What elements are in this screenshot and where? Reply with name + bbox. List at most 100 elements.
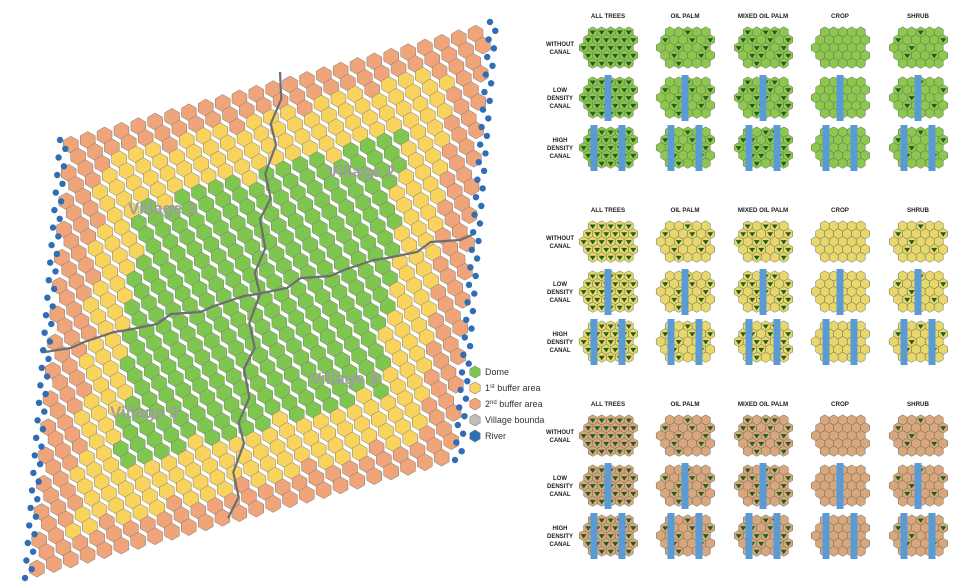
panel-hex (837, 351, 848, 363)
scenario-panel (578, 319, 638, 365)
scenario-panel (888, 220, 948, 263)
tree-icon (758, 153, 765, 159)
river-dot (487, 80, 495, 87)
river-dot (460, 351, 467, 359)
tree-icon (585, 38, 592, 43)
tree-icon (625, 290, 632, 295)
panel-hex (769, 107, 780, 119)
panel-hex (664, 251, 675, 263)
tree-icon (607, 340, 614, 345)
panel-hex (828, 251, 839, 263)
tree-icon (776, 441, 783, 447)
tree-icon (762, 434, 769, 439)
river-dot (48, 241, 55, 249)
river-dot (49, 224, 57, 231)
tree-icon (753, 340, 760, 345)
panel-hex (933, 445, 944, 457)
tree-icon (785, 426, 792, 431)
tree-icon (630, 332, 637, 337)
column-header: MIXED OIL PALM (738, 207, 788, 214)
tree-icon (762, 418, 769, 423)
scenario-panel (888, 125, 948, 171)
canal (773, 319, 781, 365)
buffer2-hex (147, 527, 163, 546)
tree-icon (767, 88, 774, 93)
tree-icon (598, 130, 605, 135)
tree-icon (940, 38, 947, 43)
river-dot (458, 448, 465, 455)
tree-icon (707, 232, 714, 237)
tree-icon (630, 38, 637, 43)
panel-hex (828, 57, 839, 69)
river-dot (37, 382, 44, 389)
river-dot (472, 194, 480, 201)
tree-icon (780, 340, 787, 345)
tree-icon (625, 340, 632, 345)
river-dot (476, 220, 484, 227)
tree-icon (585, 88, 592, 93)
buffer2-hex (46, 555, 62, 573)
river-dot (35, 399, 43, 406)
tree-icon (625, 46, 632, 51)
buffer2-hex (470, 93, 487, 111)
tree-icon (594, 441, 601, 447)
panel-hex (742, 445, 753, 457)
panel-hex (760, 351, 771, 363)
tree-icon (616, 449, 623, 455)
canal (590, 319, 598, 365)
buffer2-hex (383, 462, 399, 481)
tree-icon (771, 274, 778, 279)
tree-icon (616, 240, 623, 245)
tree-icon (603, 247, 610, 253)
tree-icon (598, 449, 605, 455)
tree-icon (598, 61, 605, 67)
scenario-panel (655, 75, 715, 121)
panel-hex (664, 107, 675, 119)
river-dot (52, 268, 59, 275)
river-dot (45, 277, 52, 284)
tree-icon (621, 247, 628, 253)
panel-hex (915, 157, 926, 169)
column-header: MIXED OIL PALM (738, 401, 788, 408)
tree-icon (940, 232, 947, 237)
tree-icon (625, 324, 632, 329)
panel-hex (828, 545, 839, 557)
tree-icon (785, 332, 792, 337)
panel-hex (933, 251, 944, 263)
tree-icon (662, 526, 669, 531)
tree-icon (607, 240, 614, 245)
scenario-panel (888, 269, 948, 315)
tree-icon (580, 484, 587, 489)
tree-icon (625, 355, 632, 361)
tree-icon (598, 355, 605, 361)
tree-icon (630, 232, 637, 237)
canal (900, 513, 908, 559)
canal (928, 513, 936, 559)
tree-icon (785, 347, 792, 353)
row-header: HIGH (553, 332, 568, 338)
tree-icon (895, 282, 902, 287)
buffer2-hex (366, 467, 382, 485)
panel-hex (846, 301, 857, 313)
hex-grid (29, 24, 491, 578)
tree-icon (767, 38, 774, 43)
tree-icon (594, 103, 601, 109)
tree-icon (707, 476, 714, 481)
river-dot (472, 272, 479, 280)
tree-icon (780, 290, 787, 295)
panel-hex (691, 301, 702, 313)
tree-icon (662, 232, 669, 237)
buffer2-hex (79, 545, 96, 564)
tree-icon (895, 88, 902, 93)
panel-hex (828, 351, 839, 363)
river-dot (464, 299, 471, 306)
tree-icon (621, 297, 628, 303)
tree-icon (753, 61, 760, 67)
river-dot (30, 469, 37, 477)
panel-hex (855, 445, 866, 457)
tree-icon (675, 305, 682, 311)
scenario-panel (655, 269, 715, 315)
panel-hex (819, 495, 830, 507)
tree-icon (735, 46, 742, 51)
river-dot (482, 150, 489, 157)
